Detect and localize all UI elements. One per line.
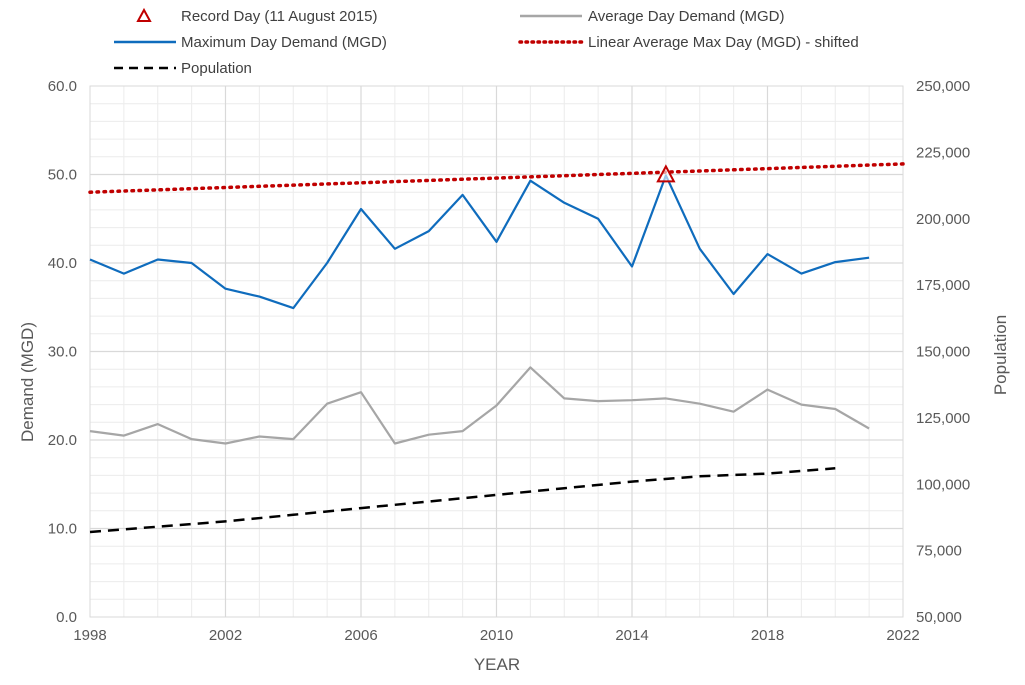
legend-item-trend: Linear Average Max Day (MGD) - shifted [518,34,859,51]
y2-tick-label: 75,000 [916,543,962,560]
legend-item-record: Record Day (11 August 2015) [136,7,378,25]
y-tick-label: 40.0 [48,255,77,272]
y2-tick-label: 225,000 [916,144,970,161]
legend-item-max: Maximum Day Demand (MGD) [114,34,387,51]
y-tick-label: 0.0 [56,609,77,626]
x-tick-label: 2010 [480,627,513,644]
y-axis-right-ticks: 50,000 75,000 100,000 125,000 150,000 175,000… [916,78,970,626]
legend-label-max: Maximum Day Demand (MGD) [181,34,387,51]
x-tick-label: 2022 [886,627,919,644]
plot-area-border [89,85,904,618]
y2-tick-label: 125,000 [916,410,970,427]
legend-item-avg: Average Day Demand (MGD) [520,8,784,25]
y-tick-label: 20.0 [48,432,77,449]
maximum-day-demand-line [89,174,870,310]
legend-label-avg: Average Day Demand (MGD) [588,8,784,25]
y-axis-right-title: Population [991,315,1010,395]
linear-trend-line [88,162,905,194]
y2-tick-label: 200,000 [916,211,970,228]
x-tick-label: 2002 [209,627,242,644]
y-axis-left-title: Demand (MGD) [18,322,37,442]
y2-tick-label: 100,000 [916,476,970,493]
legend-record-triangle-icon [136,7,152,22]
y-tick-label: 50.0 [48,167,77,184]
y2-tick-label: 150,000 [916,344,970,361]
major-gridlines [90,86,903,617]
y2-tick-label: 250,000 [916,78,970,95]
x-tick-label: 2014 [615,627,648,644]
record-day-marker [656,164,676,183]
legend: Record Day (11 August 2015) Average Day … [114,7,859,77]
series-layer [88,162,905,534]
legend-label-trend: Linear Average Max Day (MGD) - shifted [588,34,859,51]
legend-item-pop: Population [114,60,252,77]
average-day-demand-line [89,366,870,445]
x-axis-ticks: 1998 2002 2006 2010 2014 2018 2022 [73,627,919,644]
y2-tick-label: 50,000 [916,609,962,626]
x-tick-label: 2006 [344,627,377,644]
y-tick-label: 30.0 [48,344,77,361]
y-tick-label: 60.0 [48,78,77,95]
legend-label-record: Record Day (11 August 2015) [181,8,378,25]
x-tick-label: 1998 [73,627,106,644]
x-axis-title: YEAR [474,655,520,674]
legend-label-pop: Population [181,60,252,77]
x-tick-label: 2018 [751,627,784,644]
y2-tick-label: 175,000 [916,277,970,294]
y-axis-left-ticks: 0.0 10.0 20.0 30.0 40.0 50.0 60.0 [48,78,77,626]
y-tick-label: 10.0 [48,521,77,538]
